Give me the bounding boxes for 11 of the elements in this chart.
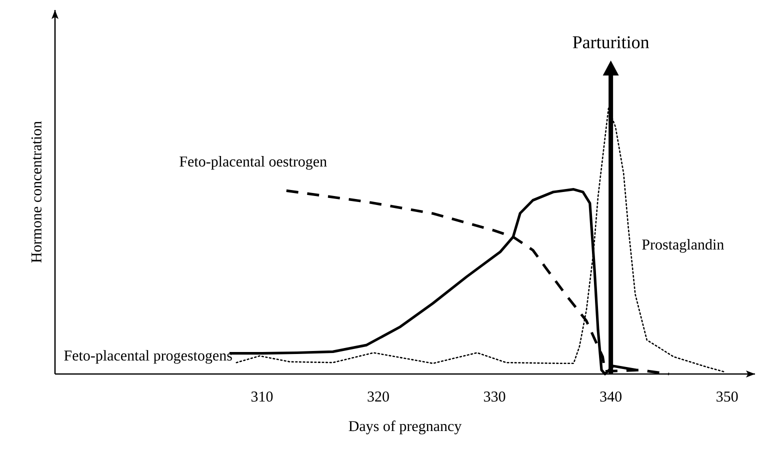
x-tick-label: 310	[251, 392, 273, 402]
x-tick-label: 330	[484, 392, 506, 402]
series-label: Prostaglandin	[642, 239, 724, 253]
x-axis-title: Days of pregnancy	[348, 420, 462, 434]
x-tick-label: 350	[716, 392, 738, 402]
x-tick-label: 320	[368, 392, 389, 402]
ref-line-label: Parturition	[572, 36, 650, 48]
x-tick-label: 340	[600, 392, 622, 402]
series-label: Feto-placental oestrogen	[180, 156, 327, 170]
series-label: Feto-placental progestogens	[64, 350, 232, 364]
y-axis-title: Hormone concentration	[31, 121, 42, 263]
